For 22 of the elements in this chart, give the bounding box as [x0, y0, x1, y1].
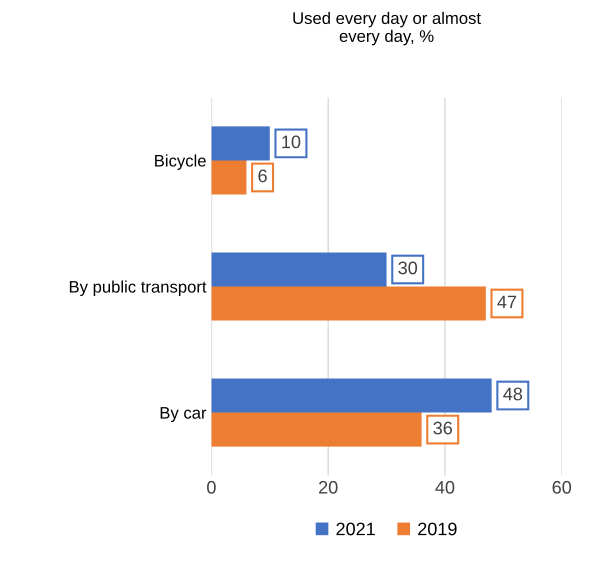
legend-label: 2019 — [418, 522, 457, 536]
x-tick-label: 60 — [552, 480, 572, 494]
bar — [211, 160, 246, 194]
data-label: 47 — [497, 296, 516, 308]
bar — [211, 126, 270, 160]
x-tick-label: 40 — [435, 480, 454, 494]
y-tick-label: By public transport — [70, 280, 206, 296]
data-label: 48 — [503, 388, 522, 400]
legend-label: 2021 — [336, 522, 375, 536]
y-tick-label: Bicycle — [155, 154, 206, 170]
data-label: 30 — [398, 262, 418, 274]
bar — [211, 252, 387, 286]
x-tick-label: 20 — [319, 480, 338, 494]
y-tick-label: By car — [160, 407, 206, 422]
data-label: 36 — [433, 422, 452, 434]
data-label: 6 — [258, 170, 267, 182]
bar — [211, 412, 422, 447]
chart-title: Used every day or almost every day, % — [293, 12, 481, 46]
x-tick-label: 0 — [207, 480, 216, 494]
bar — [211, 378, 492, 413]
data-label: 10 — [282, 135, 300, 148]
bar — [211, 286, 486, 321]
